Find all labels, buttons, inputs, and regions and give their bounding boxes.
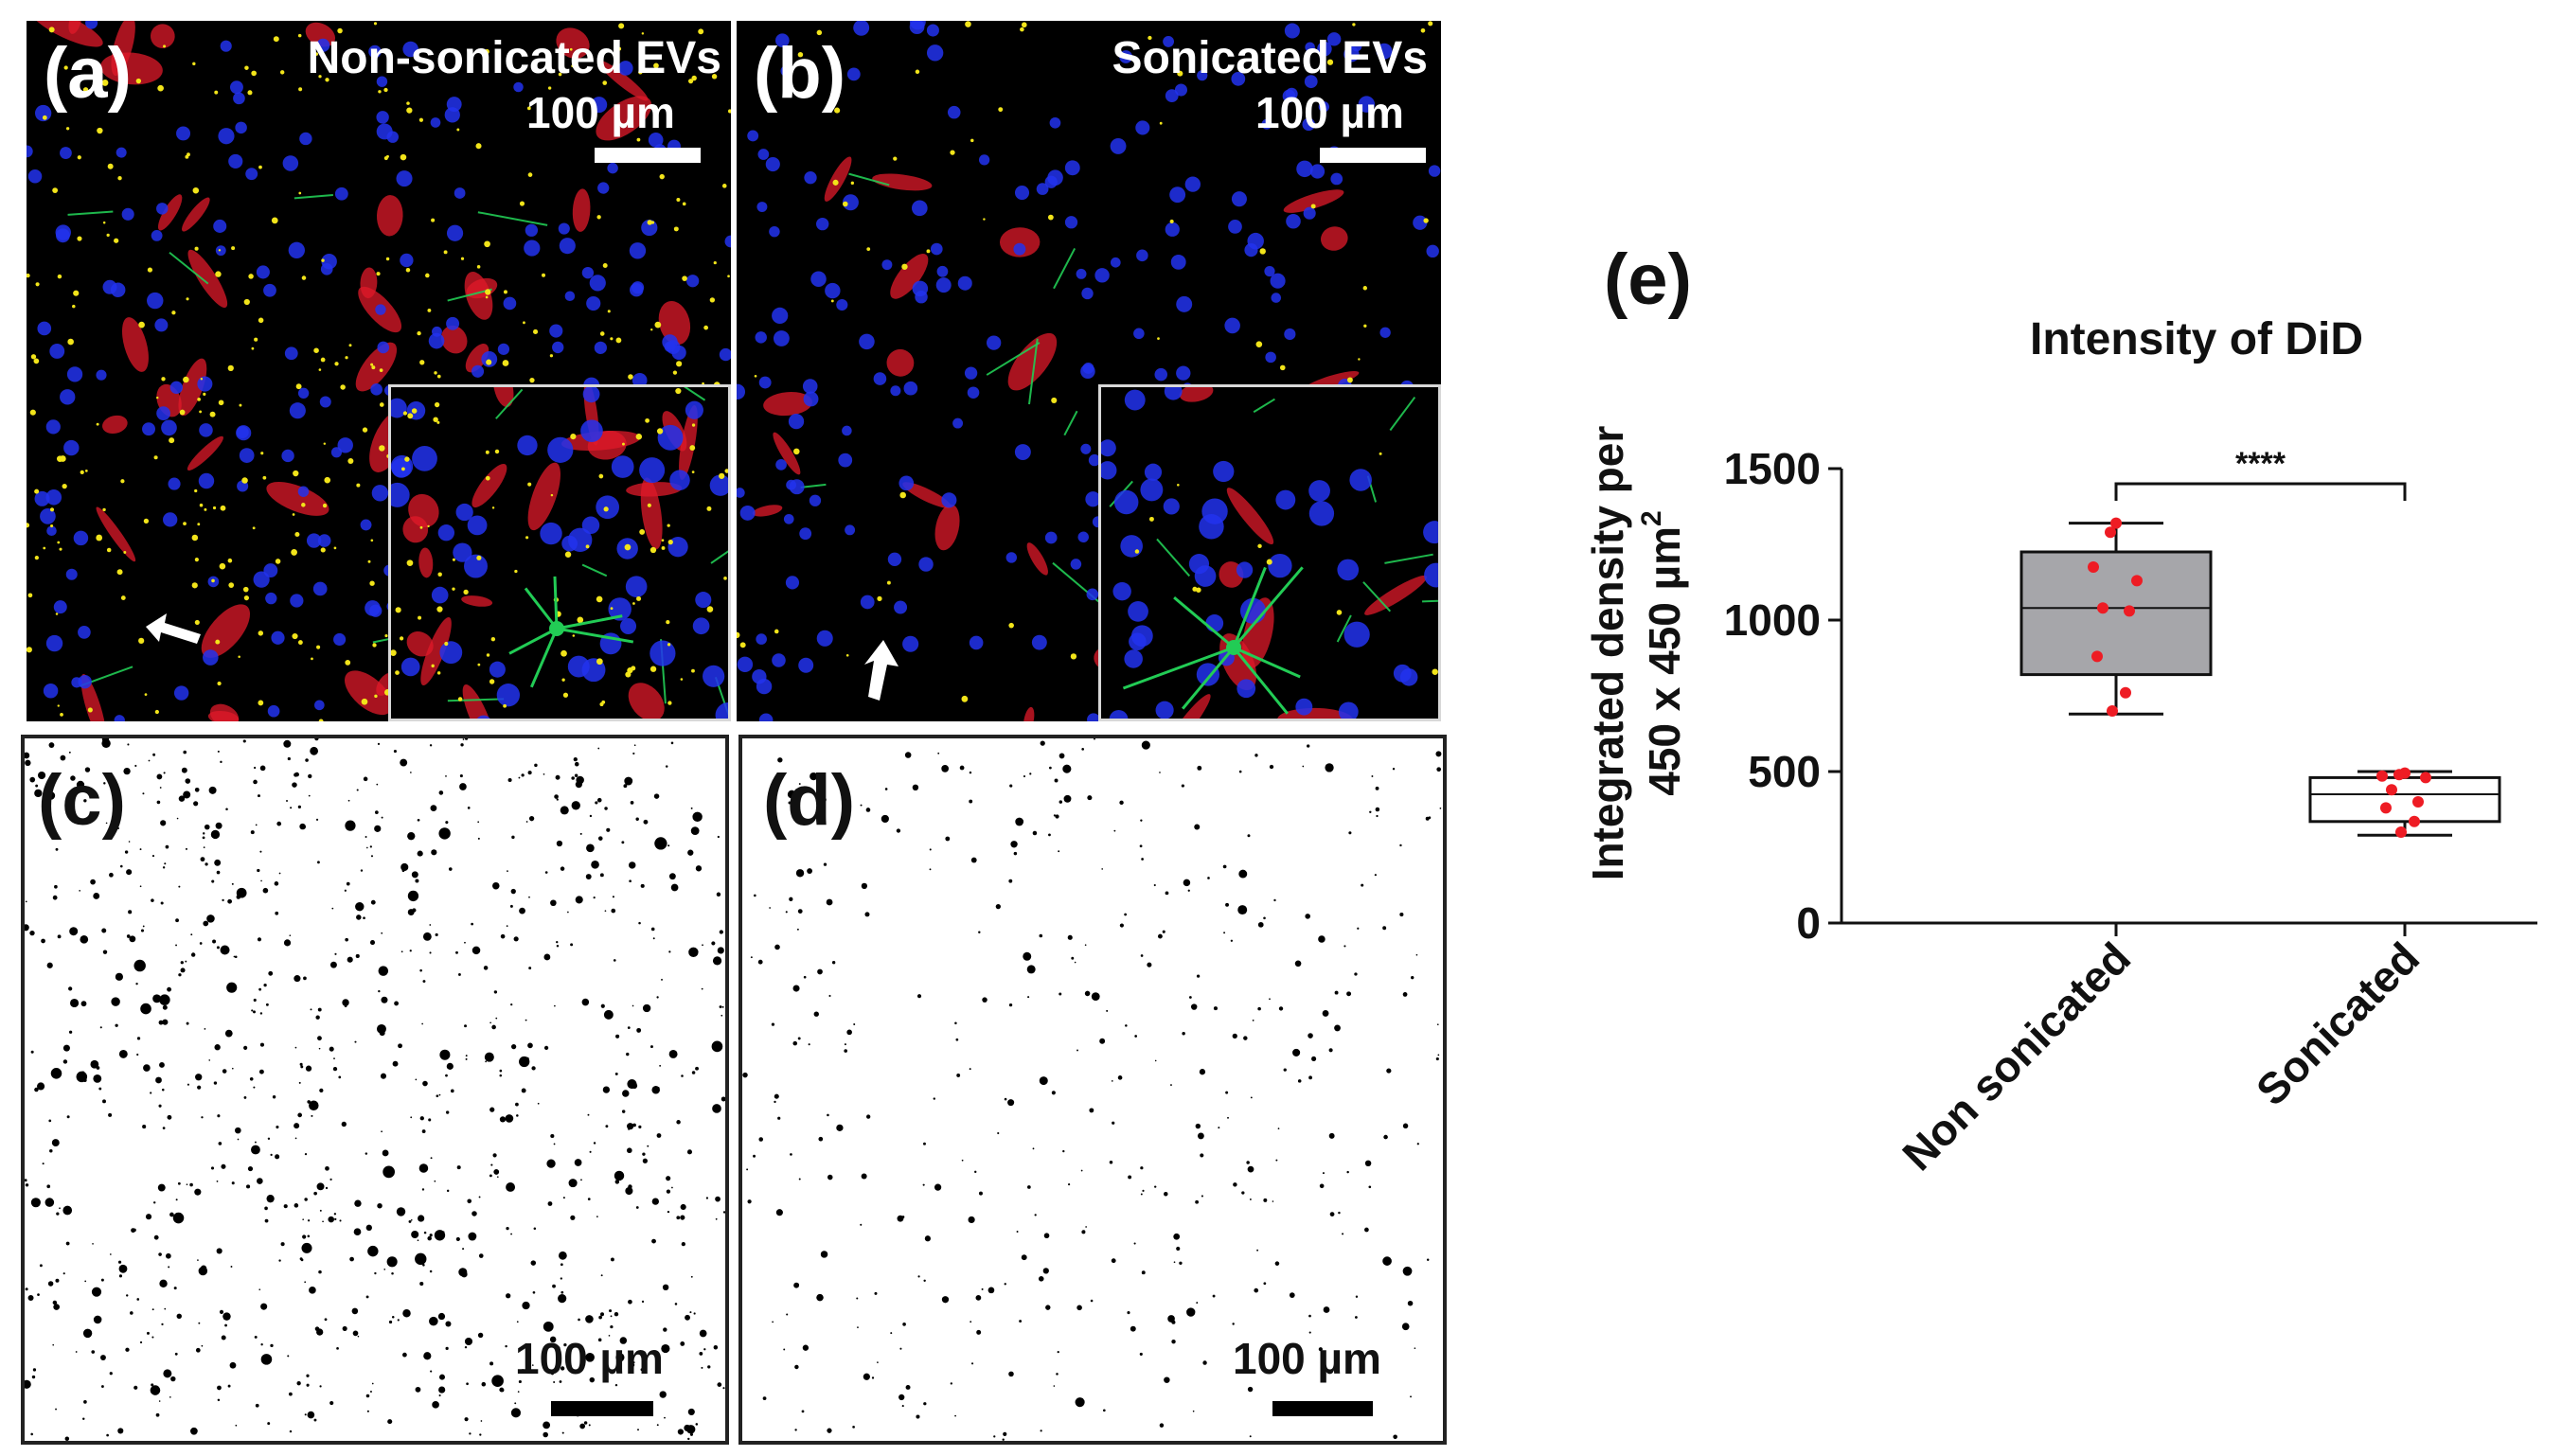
panel-a-arrow-icon xyxy=(146,613,201,644)
y-tick-label: 1000 xyxy=(1724,595,1821,645)
panel-b-scale-label: 100 µm xyxy=(1255,88,1404,137)
data-point xyxy=(2409,815,2420,827)
panel-b-scale-bar xyxy=(1320,148,1426,163)
y-tick-label: 1500 xyxy=(1724,444,1821,493)
significance-stars: **** xyxy=(2235,446,2286,482)
data-point xyxy=(2412,796,2424,808)
chart-title: Intensity of DiD xyxy=(2030,314,2363,364)
data-point xyxy=(2107,705,2118,717)
panel-d-scale-label: 100 µm xyxy=(1233,1334,1381,1383)
data-point xyxy=(2088,561,2099,573)
panel-a-scale-label: 100 µm xyxy=(526,88,675,137)
panel-d-label: (d) xyxy=(763,760,856,841)
data-point xyxy=(2376,770,2388,782)
data-point xyxy=(2097,602,2108,614)
y-tick-label: 500 xyxy=(1748,747,1821,796)
panel-b-inset xyxy=(1098,384,1441,721)
box-plot-chart: Intensity of DiD Integrated density per … xyxy=(1583,314,2537,1180)
panel-a-label: (a) xyxy=(44,33,132,114)
data-point xyxy=(2120,686,2131,699)
panel-a-title: Non-sonicated EVs xyxy=(307,33,721,83)
panel-c-binary: (c) 100 µm xyxy=(21,735,729,1445)
panel-c-scale-bar xyxy=(551,1401,653,1416)
y-axis-title-line1: Integrated density per xyxy=(1583,426,1632,881)
panel-a-inset xyxy=(388,384,731,721)
x-tick-label: Non sonicated xyxy=(1893,932,2140,1180)
box-non-sonicated xyxy=(2019,550,2213,677)
panel-b-micrograph: (b) Sonicated EVs 100 µm xyxy=(737,21,1441,721)
y-axis-title: Integrated density per 450 x 450 µm2 xyxy=(1583,426,1689,881)
y-tick-label: 0 xyxy=(1796,898,1821,948)
data-point xyxy=(2393,769,2405,781)
panel-d-scale-bar xyxy=(1272,1401,1373,1416)
panel-d-binary: (d) 100 µm xyxy=(738,735,1447,1445)
panel-d-image xyxy=(742,738,1442,1441)
panel-b-title: Sonicated EVs xyxy=(1112,33,1428,83)
y-axis-title-line2: 450 x 450 µm2 xyxy=(1636,510,1689,796)
significance-bracket xyxy=(2114,482,2407,501)
panel-c-scale-label: 100 µm xyxy=(515,1334,664,1383)
x-tick-label: Sonicated xyxy=(2247,932,2429,1114)
box-sonicated xyxy=(2308,775,2501,824)
data-point xyxy=(2386,784,2397,796)
data-point xyxy=(2131,575,2143,587)
data-point xyxy=(2380,802,2392,814)
data-point xyxy=(2395,826,2407,838)
data-point xyxy=(2124,605,2135,617)
panel-a-micrograph: (a) Non-sonicated EVs 100 µm xyxy=(27,21,731,721)
data-point xyxy=(2091,650,2103,663)
panel-c-label: (c) xyxy=(38,760,126,841)
panel-e-label: (e) xyxy=(1604,240,1692,320)
data-point xyxy=(2110,517,2122,529)
panel-b-label: (b) xyxy=(754,33,846,114)
panel-b-arrow-icon xyxy=(864,640,898,701)
panel-c-image xyxy=(25,738,725,1441)
data-point xyxy=(2420,772,2431,784)
panel-a-scale-bar xyxy=(595,148,701,163)
data-point xyxy=(2105,526,2116,539)
